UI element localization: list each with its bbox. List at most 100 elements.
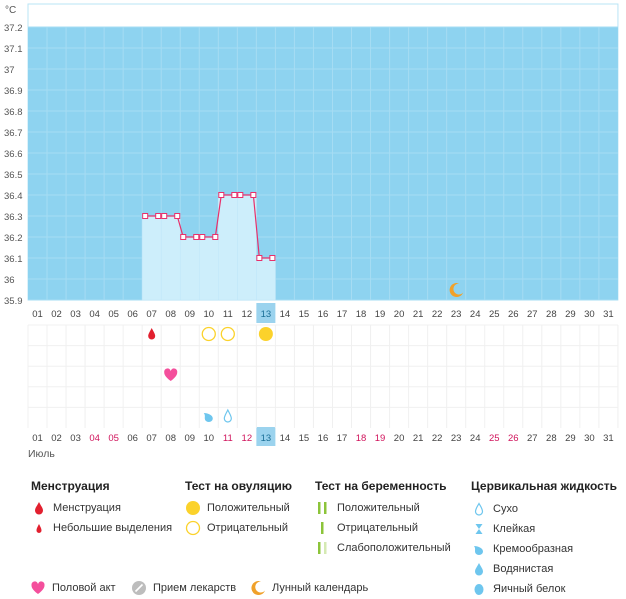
legend-item-cervical-creamy: Кремообразная [471, 539, 617, 559]
x-tick-label: 11 [223, 309, 233, 320]
legend-title-ovulation: Тест на овуляцию [185, 479, 292, 493]
x-tick-label: 16 [318, 309, 329, 320]
y-tick-label: 36.7 [4, 128, 23, 139]
circle-shape [201, 326, 216, 342]
date-label: 13 [261, 433, 272, 444]
x-tick-label: 02 [51, 309, 62, 320]
x-tick-label: 30 [584, 309, 595, 320]
plot-area [28, 27, 618, 300]
oval-icon [471, 581, 487, 597]
empty-drop-icon [471, 501, 487, 517]
temperature-point [161, 213, 168, 219]
date-label: 06 [127, 433, 138, 444]
x-tick-label: 10 [203, 309, 214, 320]
legend-label: Слабоположительный [337, 542, 451, 554]
date-label: 29 [565, 433, 576, 444]
y-tick-label: 36.3 [4, 212, 23, 223]
highlight-day-top [256, 303, 276, 323]
drop-icon [31, 500, 47, 516]
temperature-bar [199, 236, 219, 301]
x-tick-label: 17 [337, 309, 348, 320]
x-tick-label: 08 [165, 309, 176, 320]
date-label: 12 [242, 433, 253, 444]
legend-title-menstruation: Менструация [31, 479, 110, 493]
x-tick-label: 20 [394, 309, 405, 320]
creamy-drop-icon [471, 541, 487, 557]
date-label: 20 [394, 433, 405, 444]
circle-full-icon [258, 327, 273, 341]
legend-label: Половой акт [52, 582, 116, 594]
x-tick-label: 03 [70, 309, 81, 320]
circle-empty-icon [220, 326, 235, 342]
x-tick-label: 26 [508, 309, 519, 320]
y-tick-label: 36.8 [4, 107, 23, 118]
x-tick-label: 14 [280, 309, 291, 320]
single-bar-icon [315, 520, 331, 536]
x-tick-label: 22 [432, 309, 443, 320]
date-label: 19 [375, 433, 386, 444]
date-label: 01 [32, 433, 43, 444]
legend-label: Положительный [337, 502, 420, 514]
x-tick-label: 07 [146, 309, 157, 320]
legend-label: Кремообразная [493, 543, 574, 555]
date-label: 25 [489, 433, 500, 444]
events-area [28, 325, 618, 428]
y-tick-label: 37.2 [4, 23, 23, 34]
temperature-bar [256, 257, 276, 301]
date-label: 03 [70, 433, 81, 444]
legend-label: Яичный белок [493, 583, 566, 595]
temperature-point [193, 234, 200, 240]
date-label: 15 [299, 433, 310, 444]
small-drop-icon [31, 520, 47, 536]
drop-shape [148, 328, 156, 340]
x-tick-label: 19 [375, 309, 386, 320]
legend-menstruation: Менструация Менструация Небольшие выделе… [31, 478, 172, 538]
hourglass-icon [471, 521, 487, 537]
legend-ovulation: Тест на овуляцию Положительный Отрицател… [185, 478, 292, 538]
date-label: 11 [223, 433, 233, 444]
temperature-point [212, 234, 219, 240]
legend-label: Менструация [53, 502, 121, 514]
legend-item-cervical-dry: Сухо [471, 499, 617, 519]
temperature-bar [218, 194, 238, 301]
full-drop-icon [471, 561, 487, 577]
x-tick-label: 18 [356, 309, 367, 320]
y-tick-label: 37 [4, 65, 15, 76]
temperature-point [269, 255, 276, 261]
legend-label: Небольшие выделения [53, 522, 173, 534]
legend-item-pregnancy-positive: Положительный [315, 498, 451, 518]
legend-item-medication: Прием лекарств [131, 578, 236, 598]
drop-shape [223, 408, 232, 423]
x-tick-label: 04 [89, 309, 100, 320]
date-label: 31 [603, 433, 614, 444]
creamy-drop-icon [203, 413, 213, 422]
legend-pregnancy: Тест на беременность Положительный Отриц… [315, 478, 451, 558]
heart-icon [30, 580, 46, 596]
legend-label: Прием лекарств [153, 582, 237, 594]
date-label: 21 [413, 433, 424, 444]
date-label: 09 [184, 433, 195, 444]
legend-title-cervical: Цервикальная жидкость [471, 479, 618, 493]
legend-item-spotting: Небольшие выделения [31, 518, 172, 538]
legend-item-pregnancy-faint: Слабоположительный [315, 538, 451, 558]
legend-label: Отрицательный [337, 522, 418, 534]
date-label: 05 [108, 433, 119, 444]
date-label: 26 [508, 433, 519, 444]
legend-item-cervical-eggwhite: Яичный белок [471, 579, 617, 599]
x-tick-label: 06 [127, 309, 138, 320]
y-tick-label: 36.1 [4, 254, 23, 265]
temperature-point [218, 192, 225, 198]
legend-label: Клейкая [493, 523, 536, 535]
legend-item-ovulation-positive: Положительный [185, 498, 292, 518]
circle-empty-icon [185, 520, 201, 536]
date-label: 07 [146, 433, 157, 444]
x-tick-label: 23 [451, 309, 462, 320]
circle-shape [220, 326, 235, 342]
legend: Менструация Менструация Небольшие выделе… [0, 478, 626, 596]
date-label: 14 [280, 433, 291, 444]
x-tick-label: 25 [489, 309, 500, 320]
y-tick-label: 36.9 [4, 86, 23, 97]
date-label: 22 [432, 433, 443, 444]
circle-shape [258, 327, 273, 341]
y-tick-label: 36.5 [4, 170, 23, 181]
